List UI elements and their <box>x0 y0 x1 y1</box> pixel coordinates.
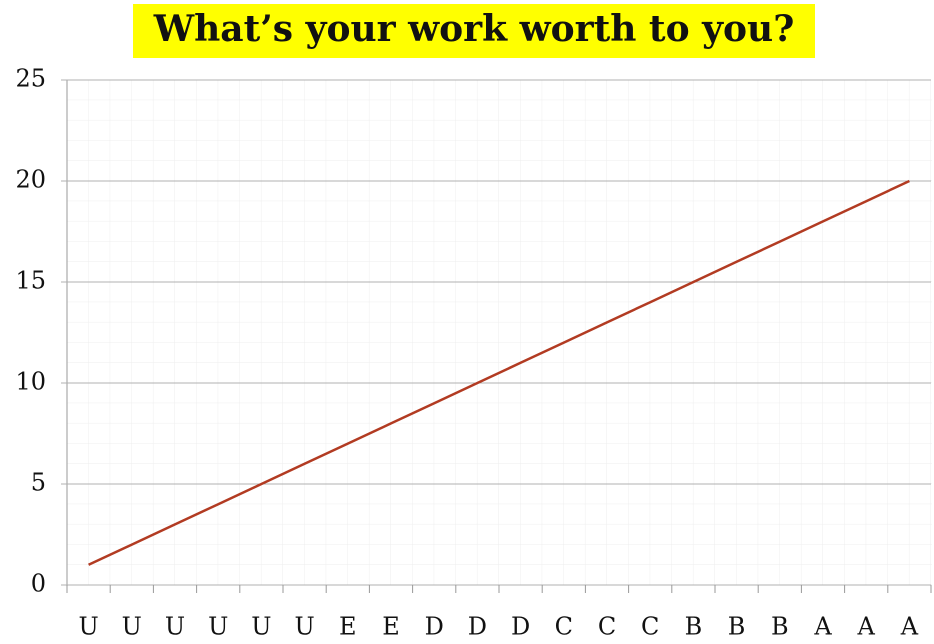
x-tick-label: B <box>685 613 703 641</box>
x-tick-label: U <box>294 613 314 641</box>
background-grid <box>67 80 932 585</box>
data-line <box>88 179 910 566</box>
x-tick-label: A <box>857 613 876 641</box>
x-tick-label: U <box>208 613 228 641</box>
y-tick-label: 0 <box>31 570 46 598</box>
x-tick-label: B <box>728 613 746 641</box>
x-tick-label: A <box>900 613 919 641</box>
y-tick-label: 5 <box>31 469 46 497</box>
x-tick-label: E <box>339 613 357 641</box>
x-tick-label: C <box>641 613 659 641</box>
x-tick-label: D <box>425 613 444 641</box>
title-highlight <box>133 4 815 58</box>
x-tick-label: C <box>555 613 573 641</box>
x-tick-label: U <box>78 613 98 641</box>
y-tick-label: 10 <box>15 368 46 396</box>
x-tick-label: C <box>598 613 616 641</box>
x-tick-label: D <box>511 613 530 641</box>
y-tick-label: 15 <box>15 267 46 295</box>
y-tick-label: 25 <box>15 65 46 93</box>
x-tick-label: U <box>165 613 185 641</box>
x-tick-label: U <box>122 613 142 641</box>
x-tick-label: E <box>382 613 400 641</box>
x-tick-label: D <box>468 613 487 641</box>
y-tick-label: 20 <box>15 166 46 194</box>
x-tick-label: B <box>771 613 789 641</box>
x-tick-label: U <box>251 613 271 641</box>
x-tick-label: A <box>813 613 832 641</box>
chart-title: What’s your work worth to you? <box>153 8 795 50</box>
